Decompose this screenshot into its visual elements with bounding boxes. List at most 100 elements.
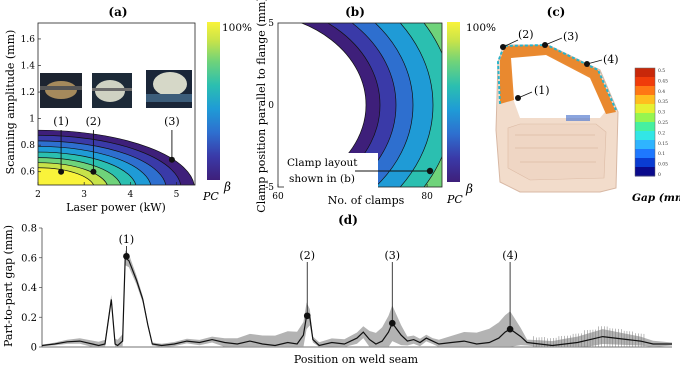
gap-colorbar-tick-label: 0.2	[658, 130, 665, 136]
panel-b-colorbar-beta: β	[465, 182, 473, 196]
gap-colorbar-swatch	[635, 140, 655, 150]
panel-c-leader-2	[502, 39, 519, 48]
gap-colorbar-swatch	[635, 158, 655, 168]
gap-colorbar-swatch	[635, 86, 655, 96]
panel-b-ytick-label: 5	[268, 19, 274, 29]
panel-a-point-3	[168, 156, 175, 163]
panel-a-xtick-label: 3	[81, 190, 87, 200]
panel-a-point-label-2: (2)	[86, 115, 102, 128]
panel-d: (d) 0 0.2 0.4 0.6 0.8 (1) (2) (3) (4) Part-to-p…	[2, 213, 672, 366]
panel-b-label: (b)	[345, 5, 365, 19]
car-door-frame	[495, 44, 619, 193]
panel-c: (c) (1) (2) (3) (4) 0.5 0.45 0.4 0.35 0.3 0.2…	[495, 5, 680, 204]
panel-d-point-label-3: (3)	[384, 249, 400, 262]
panel-c-label: (c)	[547, 5, 566, 19]
panel-d-xlabel: Position on weld seam	[294, 353, 419, 366]
panel-c-points: (1) (2) (3) (4)	[500, 28, 619, 101]
panel-b-annotation-line1: Clamp layout	[287, 157, 358, 169]
panel-d-ytick-label: 0.6	[21, 253, 37, 264]
panel-a-ytick-label: 1.4	[21, 61, 36, 71]
gap-colorbar-tick-label: 0.35	[658, 99, 668, 105]
gap-variation-area	[42, 250, 672, 347]
gap-colorbar-frame	[634, 67, 656, 177]
gap-colorbar-tick-label: 0.5	[658, 68, 665, 74]
panel-d-ytick-label: 0.4	[21, 283, 37, 294]
panel-a-ytick-label: 0.6	[21, 168, 36, 178]
panel-a-ylabel: Scanning amplitude (mm)	[4, 30, 17, 175]
gap-colorbar-swatch	[635, 122, 655, 132]
panel-b-infeasible-region	[278, 23, 367, 187]
gap-variation-band	[42, 250, 672, 347]
panel-a-ytick-label: 1.2	[21, 88, 35, 98]
panel-b-colorbar-top: 100%	[466, 22, 496, 34]
panel-c-point-label-2: (2)	[518, 28, 534, 41]
panel-d-point-label-2: (2)	[299, 249, 315, 262]
panel-a: (a) 2 3 4 5 0.6 0.8 1 1.2 1.4 1.6 (1) (2) (3) Scann…	[4, 5, 252, 214]
panel-d-ylabel: Part-to-part gap (mm)	[2, 225, 15, 347]
panel-a-contour-band	[38, 167, 95, 185]
gap-colorbar-tick-label: 0.1	[658, 151, 665, 157]
gap-colorbar-tick-label: 0	[658, 172, 661, 178]
panel-b: (b) 60 80 -5 0 5 Clamp layout shown in (b) C…	[255, 0, 496, 213]
panel-b-ytick-label: -5	[265, 183, 274, 193]
sample-photo-3	[146, 70, 192, 108]
gap-colorbar-title: Gap (mm)	[632, 192, 680, 204]
panel-b-xtick-label: 80	[421, 192, 433, 202]
panel-a-xtick-label: 4	[127, 190, 133, 200]
gap-colorbar-swatch	[635, 131, 655, 141]
panel-a-xtick-label: 5	[174, 190, 180, 200]
panel-a-contours	[38, 129, 195, 185]
panel-d-point-label-1: (1)	[119, 233, 135, 246]
panel-d-point-label-4: (4)	[502, 249, 518, 262]
panel-a-xtick-label: 2	[35, 190, 41, 200]
panel-b-contours	[278, 23, 442, 187]
gap-colorbar: 0.5 0.45 0.4 0.35 0.3 0.25 0.2 0.15 0.1 0.05 0	[634, 67, 668, 178]
panel-b-annotation-line2: shown in (b)	[289, 173, 355, 185]
panel-d-label: (d)	[338, 213, 358, 227]
panel-a-point-label-3: (3)	[164, 115, 180, 128]
gap-colorbar-swatch	[635, 149, 655, 159]
panel-a-points: (1) (2) (3)	[53, 115, 180, 175]
panel-a-colorbar-pc: PC	[202, 190, 219, 203]
panel-a-ticks: 2 3 4 5 0.6 0.8 1 1.2 1.4 1.6	[21, 35, 180, 200]
gap-colorbar-swatch	[635, 68, 655, 78]
panel-d-point-1	[123, 252, 130, 260]
gap-colorbar-swatch	[635, 95, 655, 105]
panel-c-point-label-3: (3)	[563, 30, 579, 43]
gap-colorbar-swatch	[635, 167, 655, 177]
sample-photo-1	[40, 73, 82, 108]
panel-b-ticks: 60 80 -5 0 5	[265, 19, 433, 202]
panel-d-points: (1) (2) (3) (4)	[119, 233, 518, 333]
gap-colorbar-swatch	[635, 113, 655, 123]
panel-d-point-4	[506, 325, 514, 333]
panel-d-point-2	[303, 312, 311, 320]
gap-colorbar-swatch	[635, 77, 655, 87]
panel-c-leader-1	[517, 91, 533, 99]
gap-colorbar-tick-label: 0.3	[658, 110, 665, 116]
panel-d-point-3	[388, 319, 396, 327]
gap-colorbar-tick-label: 0.45	[658, 78, 668, 84]
panel-a-colorbar-top: 100%	[222, 22, 252, 34]
panel-a-label: (a)	[108, 5, 127, 19]
panel-b-colorbar-pc: PC	[446, 193, 463, 206]
panel-b-annotation-point	[426, 167, 434, 175]
panel-b-ytick-label: 0	[268, 101, 274, 111]
panel-a-colorbar	[207, 22, 220, 180]
panel-a-ytick-label: 1	[29, 115, 35, 125]
panel-d-ytick-label: 0.8	[21, 224, 37, 235]
panel-a-frame	[37, 22, 196, 186]
gap-colorbar-swatch	[635, 104, 655, 114]
gap-colorbar-tick-label: 0.25	[658, 120, 668, 126]
weld-seam-line	[496, 43, 617, 111]
panel-c-point-label-4: (4)	[603, 53, 619, 66]
panel-d-ytick-label: 0	[31, 343, 37, 354]
panel-b-xtick-label: 60	[272, 192, 284, 202]
panel-b-xlabel: No. of clamps	[328, 194, 405, 207]
panel-a-point-1	[58, 168, 65, 175]
panel-a-colorbar-beta: β	[223, 180, 231, 194]
panel-b-colorbar	[447, 22, 460, 182]
panel-c-point-label-1: (1)	[534, 84, 550, 97]
panel-d-ytick-label: 0.2	[21, 313, 37, 324]
gap-colorbar-tick-label: 0.4	[658, 89, 665, 95]
